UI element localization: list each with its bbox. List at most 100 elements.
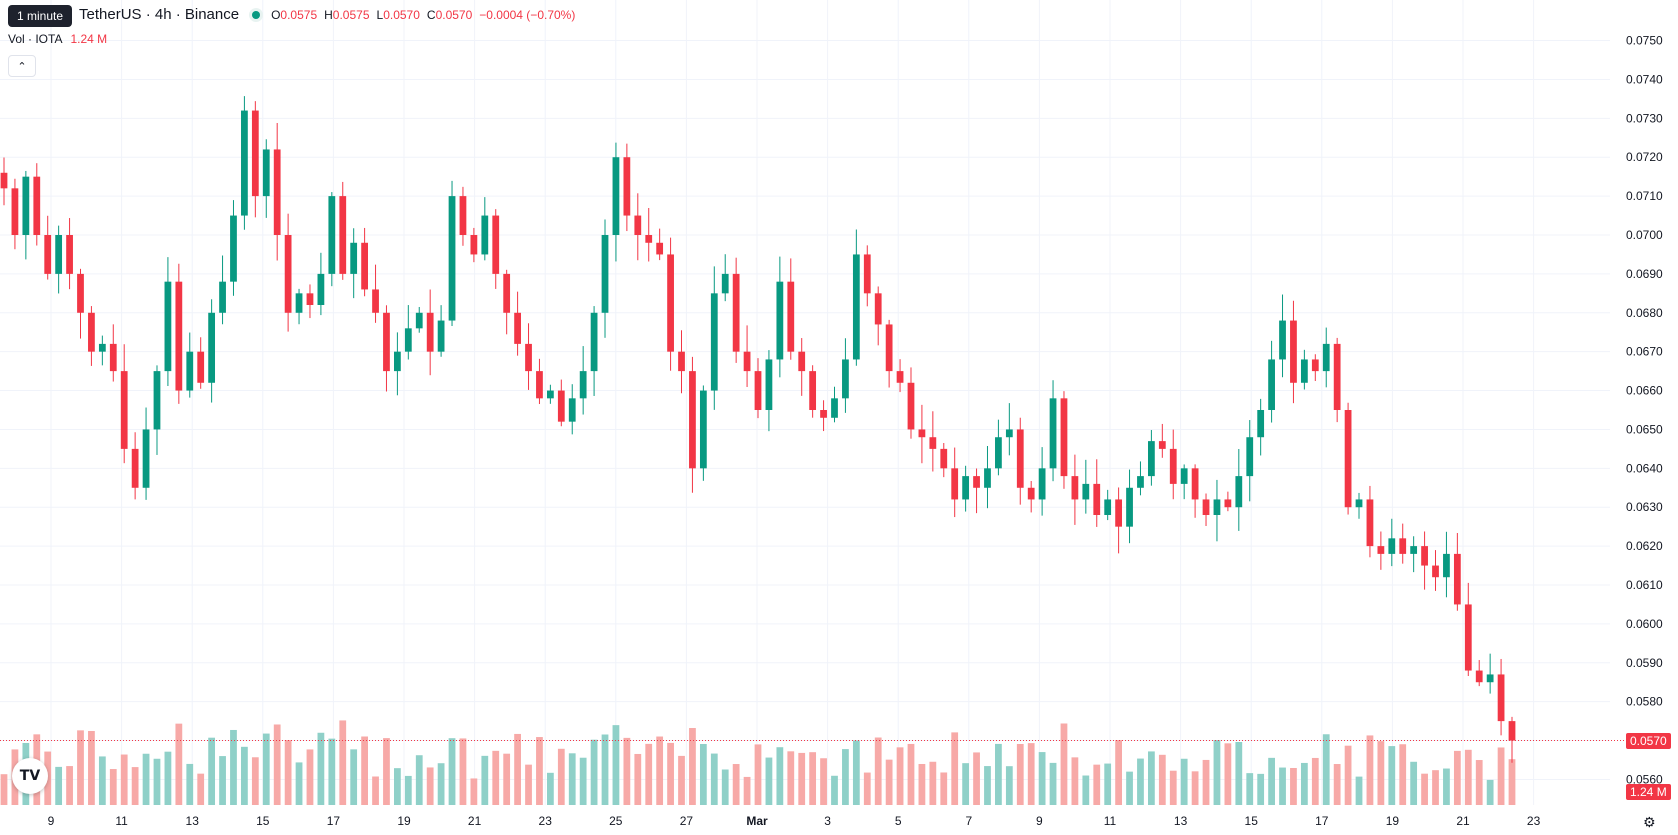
- volume-bar: [459, 738, 467, 805]
- volume-bar: [710, 753, 718, 805]
- candle-body: [459, 196, 467, 235]
- volume-bar: [514, 733, 521, 805]
- candle-body: [77, 273, 84, 313]
- volume-bar: [1071, 757, 1079, 805]
- candle-body: [1486, 674, 1494, 683]
- candle-body: [1421, 546, 1428, 566]
- candle-body: [1071, 476, 1079, 500]
- ohlc-value: 0.0570: [383, 7, 420, 22]
- candle-body: [940, 448, 948, 469]
- candle-body: [546, 390, 554, 399]
- volume-bar: [241, 746, 248, 805]
- candle-body: [710, 293, 718, 391]
- volume-bar: [1355, 776, 1363, 805]
- y-tick-label: 0.0720: [1626, 150, 1663, 164]
- settings-gear-icon[interactable]: ⚙: [1643, 814, 1656, 830]
- x-tick-label: 23: [539, 814, 553, 828]
- candle-body: [612, 157, 620, 235]
- volume-label[interactable]: Vol · IOTA: [8, 32, 63, 46]
- candle-body: [831, 398, 838, 418]
- volume-bar: [1169, 770, 1177, 805]
- volume-bar: [404, 775, 412, 805]
- volume-bar: [1115, 740, 1122, 805]
- price-axis[interactable]: 0.0750 0.0740 0.0730 0.0720 0.0710 0.0700 0.06…: [1626, 34, 1663, 787]
- candle-body: [1453, 553, 1461, 605]
- interval-tooltip: 1 minute: [8, 5, 73, 27]
- volume-bar: [656, 736, 664, 805]
- candle-body: [754, 371, 762, 410]
- candle-body: [667, 254, 674, 352]
- ohlc-value: 0.0575: [332, 7, 370, 22]
- market-status-icon: [249, 7, 264, 22]
- x-tick-label: 11: [1104, 814, 1117, 828]
- candle-body: [481, 215, 489, 255]
- volume-bar: [525, 764, 532, 805]
- candle-body: [1300, 359, 1308, 383]
- volume-bar: [1049, 762, 1057, 805]
- volume-bar: [1453, 750, 1461, 805]
- candle-body: [656, 242, 664, 255]
- candle-body: [503, 273, 511, 313]
- volume-bar: [306, 749, 314, 805]
- volume-bar: [1508, 759, 1516, 805]
- volume-bar: [951, 732, 959, 805]
- volume-bar: [1235, 742, 1243, 805]
- symbol-legend: TetherUS · 4h · Binance O0.0575 H0.0575 …: [79, 6, 575, 23]
- candle-body: [361, 242, 368, 290]
- y-tick-label: 0.0700: [1626, 228, 1663, 242]
- candle-body: [273, 149, 281, 235]
- candle-body: [1366, 499, 1374, 547]
- candle-body: [1257, 410, 1265, 438]
- volume-bar: [437, 763, 445, 805]
- volume-bar: [273, 724, 281, 805]
- candle-body: [1290, 320, 1297, 383]
- candle-body: [339, 196, 347, 274]
- candle-body: [1377, 546, 1385, 554]
- volume-bar: [1213, 740, 1221, 805]
- volume-bar: [743, 776, 751, 805]
- candle-body: [66, 235, 73, 274]
- volume-bar: [1082, 775, 1090, 805]
- candle-body: [164, 281, 172, 372]
- candle-body: [22, 176, 30, 235]
- last-volume-tag: 1.24 M: [1626, 784, 1671, 800]
- x-tick-label: 13: [1174, 814, 1188, 828]
- volume-bar: [1148, 751, 1155, 805]
- volume-bar: [874, 737, 882, 805]
- x-tick-label: 15: [1245, 814, 1259, 828]
- candle-body: [536, 371, 543, 399]
- candle-body: [1027, 487, 1035, 500]
- volume-bar: [776, 747, 784, 805]
- candle-body: [197, 351, 205, 383]
- x-tick-label: 19: [397, 814, 411, 828]
- volume-bar: [1038, 752, 1046, 805]
- y-tick-label: 0.0650: [1626, 422, 1663, 436]
- volume-bar: [754, 744, 762, 805]
- candle-body: [1169, 448, 1177, 484]
- tradingview-logo-icon[interactable]: TV: [12, 758, 48, 794]
- volume-bar: [1497, 747, 1505, 805]
- volume-bar: [809, 752, 817, 805]
- volume-bar: [1279, 767, 1286, 805]
- candle-body: [120, 371, 128, 449]
- symbol-title[interactable]: TetherUS · 4h · Binance: [79, 6, 240, 23]
- volume-bar: [1180, 758, 1188, 805]
- volume-bar: [568, 753, 576, 805]
- candle-body: [973, 476, 980, 488]
- time-axis[interactable]: 9 11 13 15 17 19 21 23 25 27 Mar 3 5 7 9 11 13 15 17 19 21 23: [48, 814, 1541, 828]
- volume-bar: [612, 725, 620, 805]
- candle-body: [732, 273, 740, 352]
- candle-body: [1005, 429, 1013, 438]
- volume-bar: [995, 743, 1002, 805]
- collapse-legend-button[interactable]: ⌃: [8, 55, 36, 77]
- candle-body: [557, 390, 565, 422]
- candle-body: [1213, 499, 1221, 515]
- candle-body: [153, 371, 161, 430]
- y-tick-label: 0.0740: [1626, 72, 1663, 86]
- volume-bar: [295, 762, 303, 805]
- y-tick-label: 0.0710: [1626, 189, 1663, 203]
- price-change: −0.0004 (−0.70%): [479, 7, 576, 22]
- candle-body: [1191, 468, 1199, 500]
- x-tick-label: 11: [115, 814, 128, 828]
